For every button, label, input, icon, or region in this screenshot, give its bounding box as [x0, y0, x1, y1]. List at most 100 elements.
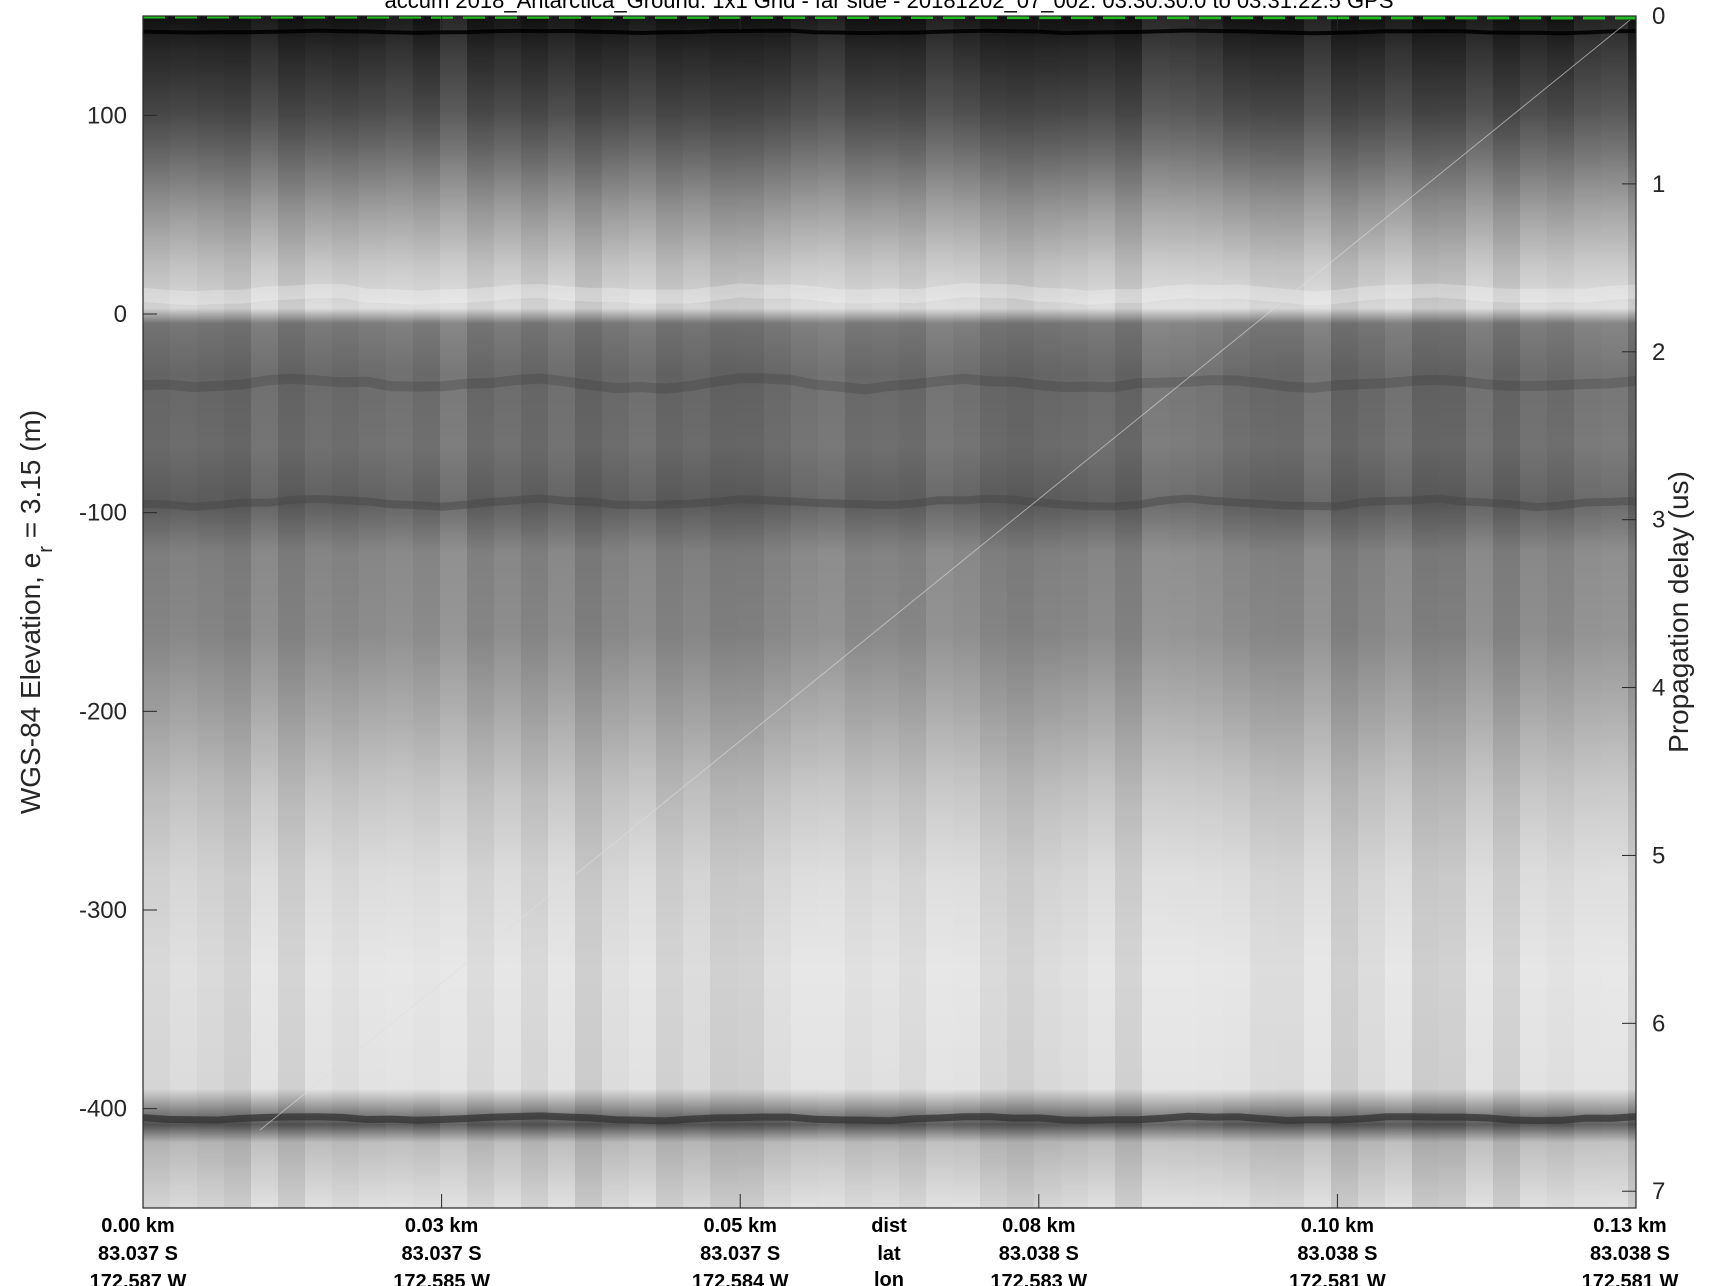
- x-tick-dist: 0.13 km: [1593, 1215, 1666, 1237]
- echogram-layer: [143, 28, 1636, 36]
- row-label-lon: lon: [874, 1269, 904, 1286]
- echogram-column: [1358, 16, 1385, 1208]
- echogram-column: [899, 16, 926, 1208]
- x-tick-lon: 172.585 W: [393, 1271, 490, 1286]
- echogram-column: [1466, 16, 1493, 1208]
- y2-tick-label: 5: [1652, 842, 1665, 869]
- echogram-column: [1304, 16, 1331, 1208]
- echogram-column: [1547, 16, 1574, 1208]
- diagonal-artifact: [259, 19, 1631, 1131]
- echogram-column: [818, 16, 845, 1208]
- echogram-column: [1412, 16, 1439, 1208]
- x-tick-lon: 172.587 W: [90, 1271, 187, 1286]
- echogram-column: [1628, 16, 1636, 1208]
- echogram-column: [143, 16, 170, 1208]
- y-tick-label: -300: [79, 897, 127, 924]
- echogram-column: [1574, 16, 1601, 1208]
- x-tick-dist: 0.08 km: [1002, 1215, 1075, 1237]
- y2-tick-label: 2: [1652, 339, 1665, 366]
- echogram-column: [1196, 16, 1223, 1208]
- echogram-column: [170, 16, 197, 1208]
- echogram-column: [1169, 16, 1196, 1208]
- x-tick-lon: 172.581 W: [1582, 1271, 1679, 1286]
- echogram-column: [710, 16, 737, 1208]
- echogram-column: [575, 16, 602, 1208]
- x-tick-dist: 0.00 km: [101, 1215, 174, 1237]
- echogram-column: [629, 16, 656, 1208]
- y2-tick-label: 0: [1652, 3, 1665, 30]
- echogram-column: [494, 16, 521, 1208]
- echogram-column: [305, 16, 332, 1208]
- y-tick-label: 100: [87, 102, 127, 129]
- right-axis: 0 1 2 3 4 5 6 7: [1622, 3, 1665, 1205]
- echogram-column: [1601, 16, 1628, 1208]
- echogram-columns: [143, 16, 1636, 1208]
- left-axis: 100 0 -100 -200 -300 -400: [79, 102, 157, 1123]
- echogram-column: [1115, 16, 1142, 1208]
- chart-title: accum 2018_Antarctica_Ground: 1x1 Grid -…: [384, 0, 1393, 13]
- y2-tick-label: 6: [1652, 1010, 1665, 1037]
- y-axis-label-subscript: r: [35, 546, 57, 553]
- y-tick-label: -100: [79, 500, 127, 527]
- echogram-column: [1007, 16, 1034, 1208]
- y2-axis-label: Propagation delay (us): [1663, 471, 1694, 753]
- echogram-column: [440, 16, 467, 1208]
- echogram-column: [413, 16, 440, 1208]
- echogram-column: [656, 16, 683, 1208]
- echogram-column: [1061, 16, 1088, 1208]
- echogram-column: [845, 16, 872, 1208]
- echogram-column: [1088, 16, 1115, 1208]
- echogram-column: [197, 16, 224, 1208]
- y-axis-label-main: WGS-84 Elevation, e: [15, 553, 46, 814]
- echogram-column: [1493, 16, 1520, 1208]
- row-label-dist: dist: [871, 1215, 907, 1237]
- echogram-column: [521, 16, 548, 1208]
- echogram-layer: [143, 373, 1636, 395]
- x-tick-lon: 172.583 W: [990, 1271, 1087, 1286]
- y-axis-label: WGS-84 Elevation, er = 3.15 (m): [15, 410, 57, 814]
- echogram-column: [1034, 16, 1061, 1208]
- plot-frame: [142, 15, 1637, 1209]
- echogram-layer: [143, 1112, 1636, 1125]
- echogram-column: [278, 16, 305, 1208]
- echogram-column: [1250, 16, 1277, 1208]
- y2-tick-label: 3: [1652, 507, 1665, 534]
- echogram-column: [1223, 16, 1250, 1208]
- echogram-column: [764, 16, 791, 1208]
- y2-tick-label: 7: [1652, 1178, 1665, 1205]
- echogram-column: [224, 16, 251, 1208]
- y-axis-label-tail: = 3.15 (m): [15, 410, 46, 546]
- x-tick-lon: 172.584 W: [692, 1271, 789, 1286]
- echogram-column: [791, 16, 818, 1208]
- x-tick-lat: 83.037 S: [700, 1243, 780, 1265]
- row-label-lat: lat: [877, 1243, 901, 1265]
- y-tick-label: 0: [114, 301, 127, 328]
- echogram-layer: [143, 494, 1636, 512]
- y-tick-label: -400: [79, 1096, 127, 1123]
- echogram-column: [1439, 16, 1466, 1208]
- echogram-column: [980, 16, 1007, 1208]
- echogram-column: [1520, 16, 1547, 1208]
- x-tick-lat: 83.038 S: [1590, 1243, 1670, 1265]
- echogram-column: [737, 16, 764, 1208]
- echogram-layers: [143, 28, 1636, 1125]
- echogram-column: [1331, 16, 1358, 1208]
- bottom-axis: 0.00 km 83.037 S 172.587 W 0.03 km 83.037 S 1…: [90, 16, 1679, 1286]
- echogram-column: [467, 16, 494, 1208]
- echogram-background: [143, 16, 1636, 1208]
- x-tick-lat: 83.038 S: [1297, 1243, 1377, 1265]
- echogram-column: [1277, 16, 1304, 1208]
- x-tick-dist: 0.10 km: [1301, 1215, 1374, 1237]
- y-tick-label: -200: [79, 698, 127, 725]
- y2-tick-label: 4: [1652, 675, 1665, 702]
- echogram-column: [251, 16, 278, 1208]
- x-tick-lon: 172.581 W: [1289, 1271, 1386, 1286]
- echogram-column: [548, 16, 575, 1208]
- echogram-column: [386, 16, 413, 1208]
- echogram-column: [953, 16, 980, 1208]
- echogram-column: [602, 16, 629, 1208]
- echogram-image: [143, 16, 1636, 1208]
- echogram-column: [359, 16, 386, 1208]
- echogram-column: [1385, 16, 1412, 1208]
